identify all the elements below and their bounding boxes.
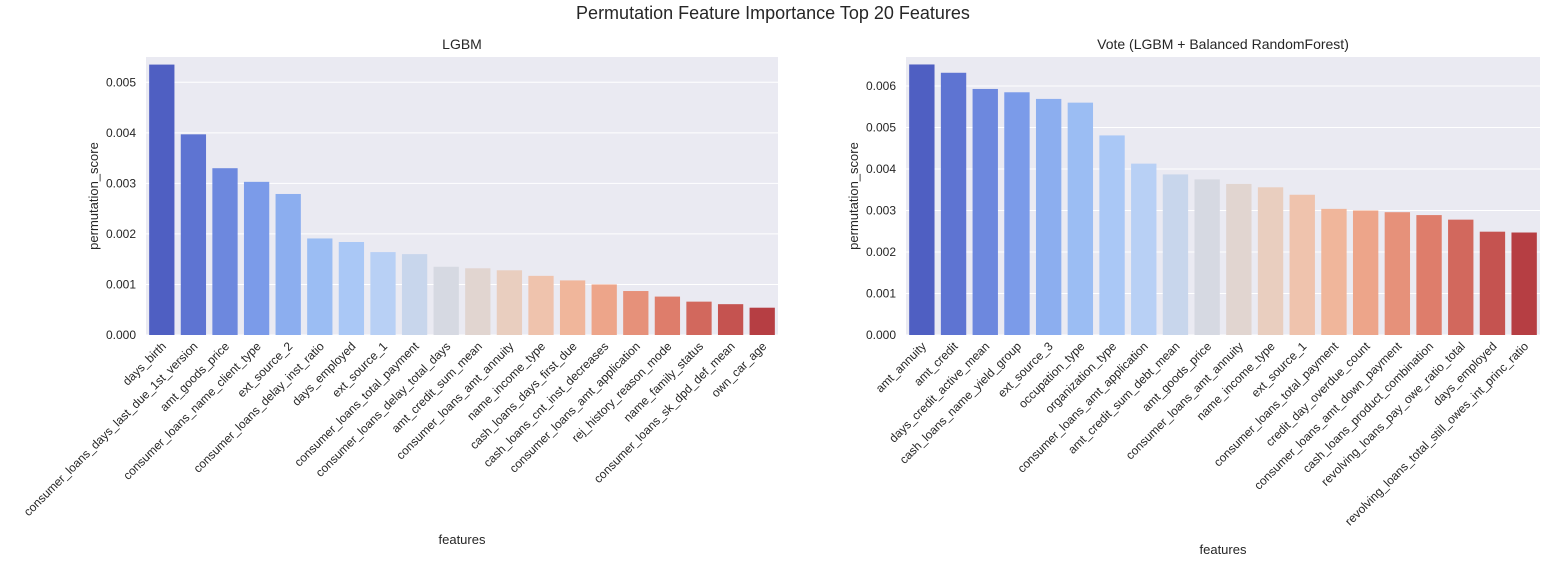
chart2-bar	[1257, 187, 1284, 335]
chart1-bar	[180, 134, 207, 335]
chart1-bar	[243, 181, 270, 335]
chart2-y-axis-label: permutation_score	[846, 142, 861, 250]
chart2-bar	[1004, 92, 1030, 336]
chart1-ytick-label: 0.002	[106, 227, 136, 241]
chart2-ytick-label: 0.000	[866, 328, 896, 342]
figure-title: Permutation Feature Importance Top 20 Fe…	[576, 3, 970, 23]
chart1-bar	[528, 275, 554, 335]
chart1-bar	[559, 280, 586, 335]
chart1-bar	[686, 301, 712, 335]
chart2-ytick-label: 0.006	[866, 79, 896, 93]
chart2-x-axis-label: features	[1200, 542, 1247, 557]
chart1-bar	[717, 304, 744, 335]
chart2-bar	[1384, 212, 1411, 335]
chart1-bar	[307, 238, 333, 335]
chart1-bar	[212, 168, 238, 335]
chart2-bar	[1131, 163, 1157, 335]
chart1-ytick-label: 0.001	[106, 277, 136, 291]
chart2-ytick-label: 0.003	[866, 204, 896, 218]
chart1-bar	[654, 296, 681, 335]
chart1-bar	[401, 254, 428, 335]
chart1-ytick-label: 0.005	[106, 75, 136, 89]
chart2-bar	[1511, 232, 1537, 335]
chart2-bar	[1194, 179, 1220, 335]
chart1-bar	[149, 64, 175, 335]
chart2-bar	[1226, 183, 1252, 335]
chart2-bar	[1162, 174, 1189, 335]
chart2-panel: 0.0000.0010.0020.0030.0040.0050.006amt_a…	[846, 36, 1540, 557]
chart1-ytick-label: 0.003	[106, 176, 136, 190]
chart1-y-axis-label: permutation_score	[86, 142, 101, 250]
chart1-bar	[749, 307, 775, 335]
chart2-bar	[909, 64, 935, 335]
chart1-bar	[338, 241, 365, 335]
chart2-bar	[1352, 210, 1379, 335]
chart1-ytick-label: 0.000	[106, 328, 136, 342]
chart1-bar	[370, 252, 396, 335]
chart1-x-axis-label: features	[439, 532, 486, 547]
chart2-bar	[1448, 219, 1474, 335]
chart1-bar	[465, 268, 491, 335]
chart2-bar	[1035, 98, 1062, 335]
chart1-bar	[623, 291, 649, 335]
chart2-ytick-label: 0.004	[866, 162, 896, 176]
chart2-bar	[1416, 215, 1442, 335]
chart2-bar	[1321, 208, 1347, 335]
chart1-panel: 0.0000.0010.0020.0030.0040.005days_birth…	[21, 36, 778, 547]
chart2-bar	[1099, 135, 1125, 335]
chart1-title: LGBM	[442, 36, 482, 52]
chart2-ytick-label: 0.001	[866, 287, 896, 301]
chart1-bar	[591, 284, 617, 335]
chart1-bar	[496, 270, 523, 335]
chart2-bar	[972, 88, 998, 336]
chart2-bar	[1479, 231, 1506, 335]
chart1-plot-area	[146, 57, 778, 335]
chart2-ytick-label: 0.005	[866, 121, 896, 135]
chart2-bar	[1289, 194, 1315, 335]
chart1-ytick-label: 0.004	[106, 126, 136, 140]
chart2-ytick-label: 0.002	[866, 245, 896, 259]
chart2-bar	[940, 72, 967, 336]
chart1-bar	[275, 193, 301, 335]
chart2-title: Vote (LGBM + Balanced RandomForest)	[1097, 36, 1349, 52]
chart1-bar	[433, 266, 459, 335]
chart2-bar	[1067, 102, 1094, 336]
